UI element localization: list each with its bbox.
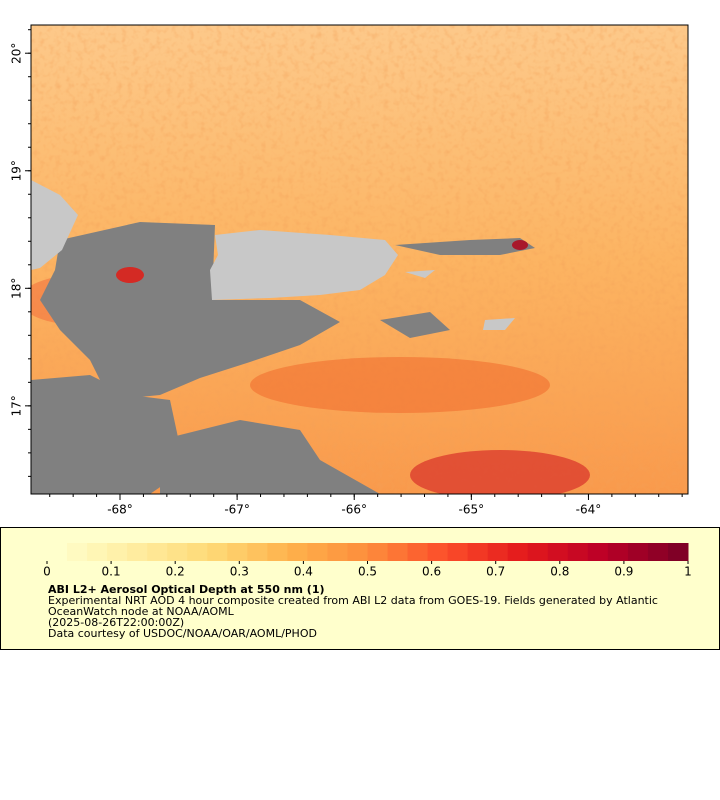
caption-line: Experimental NRT AOD 4 hour composite cr… [48, 594, 658, 607]
colorbar-swatch [307, 543, 328, 561]
colorbar-tick-label: 0.5 [358, 565, 377, 579]
colorbar-swatch [127, 543, 148, 561]
colorbar-swatch [407, 543, 429, 561]
map-image [31, 25, 688, 494]
colorbar-swatch [567, 543, 589, 561]
colorbar-swatch [227, 543, 248, 561]
colorbar-swatch [627, 543, 649, 561]
caption-line: OceanWatch node at NOAA/AOML [48, 605, 235, 618]
colorbar-swatch [427, 543, 449, 561]
lon-tick-label: -64° [576, 503, 602, 517]
colorbar-swatch [347, 543, 368, 561]
colorbar-swatch [267, 543, 288, 561]
caption-line: (2025-08-26T22:00:00Z) [48, 616, 184, 629]
colorbar-tick-label: 0.6 [422, 565, 441, 579]
colorbar-swatch [147, 543, 168, 561]
map-frame [30, 24, 689, 495]
colorbar-swatch [67, 543, 88, 561]
colorbar-swatch [287, 543, 308, 561]
colorbar-tick-label: 0.1 [102, 565, 121, 579]
colorbar-tick-label: 0.2 [166, 565, 185, 579]
colorbar-swatch [467, 543, 489, 561]
colorbar-tick-label: 0.4 [294, 565, 313, 579]
lat-tick-label: 18° [10, 278, 24, 299]
colorbar-tick-label: 0.9 [614, 565, 633, 579]
colorbar-swatch [167, 543, 188, 561]
colorbar-tick-label: 0.3 [230, 565, 249, 579]
colorbar-swatch [187, 543, 208, 561]
colorbar-swatch [507, 543, 529, 561]
caption-title: ABI L2+ Aerosol Optical Depth at 550 nm … [48, 583, 325, 596]
lat-tick-label: 17° [10, 395, 24, 416]
colorbar-tick-label: 1 [684, 565, 692, 579]
lon-tick-label: -65° [459, 503, 485, 517]
colorbar-swatch [447, 543, 469, 561]
lon-tick-label: -68° [107, 503, 133, 517]
colorbar-tick-label: 0.7 [486, 565, 505, 579]
colorbar-swatch [487, 543, 509, 561]
colorbar-tick-label: 0 [43, 565, 51, 579]
colorbar-swatch [387, 543, 409, 561]
colorbar-swatch [247, 543, 268, 561]
colorbar-swatch [547, 543, 569, 561]
colorbar-swatch [47, 543, 68, 561]
lat-tick-label: 20° [10, 43, 24, 64]
colorbar-swatch [367, 543, 389, 561]
colorbar-swatch [107, 543, 128, 561]
colorbar-swatch [87, 543, 108, 561]
colorbar-swatch [607, 543, 629, 561]
colorbar-swatch [667, 543, 689, 561]
colorbar-swatch [327, 543, 348, 561]
colorbar-swatch [647, 543, 669, 561]
lon-tick-label: -67° [224, 503, 250, 517]
colorbar-swatch [207, 543, 228, 561]
colorbar-swatch [527, 543, 549, 561]
caption-line: Data courtesy of USDOC/NOAA/OAR/AOML/PHO… [48, 627, 317, 640]
lon-tick-label: -66° [341, 503, 367, 517]
colorbar-swatch [587, 543, 609, 561]
lat-tick-label: 19° [10, 160, 24, 181]
colorbar-tick-label: 0.8 [550, 565, 569, 579]
